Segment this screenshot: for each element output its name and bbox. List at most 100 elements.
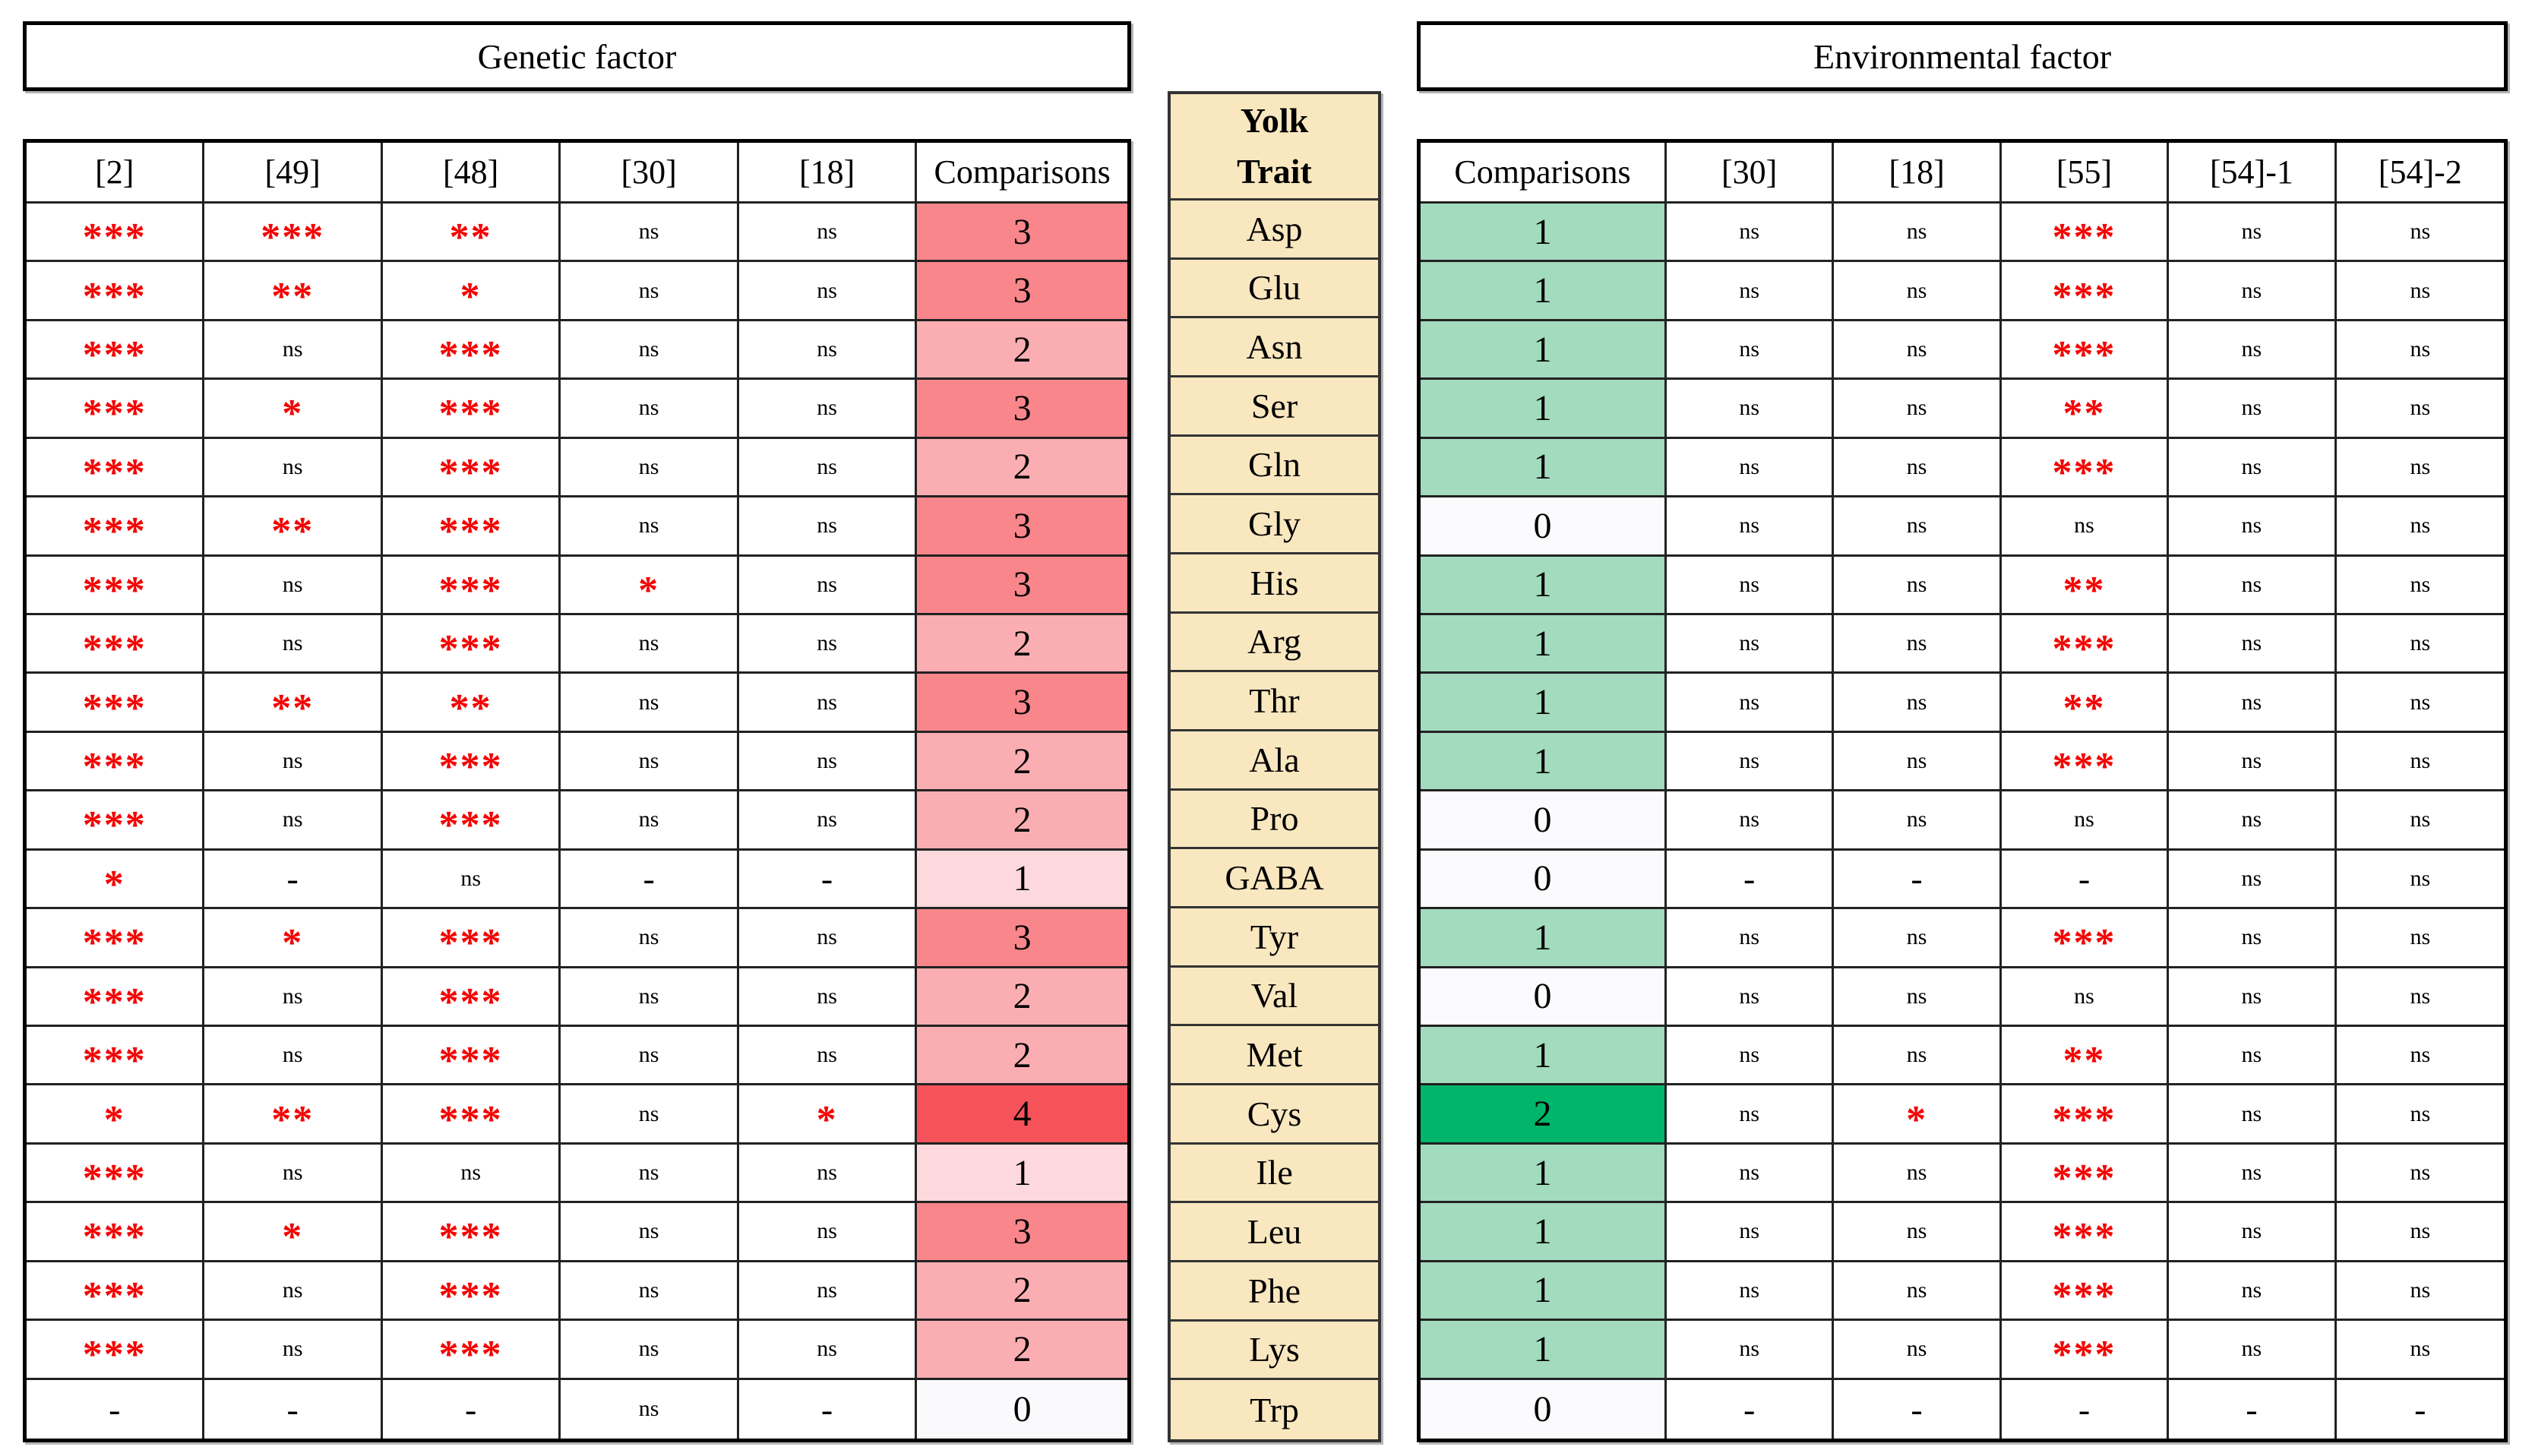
significance-cell: ** — [204, 262, 383, 321]
significance-cell: ns — [1834, 732, 2002, 792]
significance-cell: - — [1666, 1379, 1835, 1439]
significance-cell: *** — [382, 497, 561, 557]
significance-cell: ns — [2169, 556, 2337, 615]
significance-cell: - — [2336, 1379, 2504, 1439]
significance-cell: ** — [2001, 674, 2170, 733]
significance-cell: *** — [382, 791, 561, 851]
column-header: Comparisons — [1421, 143, 1667, 204]
significance-cell: *** — [382, 909, 561, 968]
significance-cell: ns — [1666, 968, 1835, 1027]
significance-cell: ns — [2336, 556, 2504, 615]
significance-cell: ns — [2336, 1144, 2504, 1204]
comparisons-value-cell: 1 — [1421, 321, 1667, 381]
significance-cell: *** — [2001, 1085, 2170, 1145]
significance-cell: *** — [27, 438, 205, 498]
significance-cell: * — [204, 380, 383, 439]
comparisons-value-cell: 0 — [1421, 968, 1667, 1027]
significance-cell: - — [204, 1379, 383, 1439]
significance-cell: ns — [561, 1027, 739, 1086]
significance-cell: ns — [2169, 968, 2337, 1027]
significance-cell: *** — [27, 1027, 205, 1086]
comparisons-value-cell: 2 — [917, 968, 1127, 1027]
significance-cell: *** — [2001, 204, 2170, 263]
significance-cell: *** — [2001, 1262, 2170, 1322]
significance-cell: ns — [738, 438, 918, 498]
significance-cell: *** — [382, 615, 561, 674]
significance-cell: ** — [2001, 1027, 2170, 1086]
comparisons-value-cell: 1 — [1421, 380, 1667, 439]
significance-cell: ns — [1834, 438, 2002, 498]
trait-cell: Asp — [1171, 201, 1378, 260]
significance-cell: ns — [204, 732, 383, 792]
trait-cell: Phe — [1171, 1262, 1378, 1322]
significance-cell: ns — [738, 556, 918, 615]
comparisons-value-cell: 3 — [917, 556, 1127, 615]
significance-cell: ns — [738, 380, 918, 439]
significance-cell: ns — [204, 615, 383, 674]
significance-cell: ns — [2336, 497, 2504, 557]
significance-cell: ns — [2336, 262, 2504, 321]
significance-cell: *** — [382, 1085, 561, 1145]
comparisons-value-cell: 0 — [1421, 497, 1667, 557]
significance-cell: ns — [2169, 732, 2337, 792]
column-header: [48] — [382, 143, 561, 204]
significance-cell: ns — [561, 262, 739, 321]
significance-cell: ns — [561, 968, 739, 1027]
yolk-trait-header-line2: Trait — [1237, 151, 1312, 191]
significance-cell: ns — [1666, 438, 1835, 498]
significance-cell: ns — [204, 1262, 383, 1322]
trait-cell: Val — [1171, 968, 1378, 1027]
significance-cell: ns — [2336, 615, 2504, 674]
trait-cell: Glu — [1171, 260, 1378, 319]
significance-cell: ns — [1834, 674, 2002, 733]
significance-cell: ns — [2169, 204, 2337, 263]
significance-cell: ns — [1834, 262, 2002, 321]
significance-cell: * — [27, 850, 205, 910]
trait-cell: Ser — [1171, 377, 1378, 437]
comparisons-value-cell: 1 — [1421, 204, 1667, 263]
significance-cell: *** — [2001, 262, 2170, 321]
significance-cell: *** — [2001, 321, 2170, 381]
significance-cell: ns — [2336, 438, 2504, 498]
significance-cell: *** — [2001, 732, 2170, 792]
comparisons-value-cell: 2 — [917, 791, 1127, 851]
significance-cell: ns — [561, 1203, 739, 1262]
significance-cell: - — [204, 850, 383, 910]
yolk-trait-header-line1: Yolk — [1240, 100, 1309, 140]
comparisons-value-cell: 1 — [1421, 438, 1667, 498]
significance-cell: ns — [2001, 497, 2170, 557]
significance-cell: ns — [2169, 791, 2337, 851]
trait-cell: His — [1171, 554, 1378, 614]
comparisons-value-cell: 2 — [917, 615, 1127, 674]
significance-cell: ns — [2169, 909, 2337, 968]
significance-cell: *** — [382, 968, 561, 1027]
significance-cell: ns — [1666, 909, 1835, 968]
significance-cell: ns — [738, 968, 918, 1027]
comparisons-value-cell: 2 — [917, 732, 1127, 792]
comparisons-value-cell: 1 — [1421, 615, 1667, 674]
significance-cell: *** — [27, 968, 205, 1027]
significance-cell: ns — [561, 674, 739, 733]
significance-cell: ns — [1834, 968, 2002, 1027]
significance-cell: ns — [382, 850, 561, 910]
significance-cell: *** — [382, 438, 561, 498]
trait-cell: Met — [1171, 1026, 1378, 1085]
environmental-factor-title: Environmental factor — [1417, 21, 2508, 91]
comparisons-value-cell: 2 — [917, 321, 1127, 381]
significance-cell: ns — [204, 1144, 383, 1204]
significance-cell: *** — [27, 615, 205, 674]
significance-cell: ns — [738, 615, 918, 674]
column-header: [30] — [1666, 143, 1835, 204]
significance-cell: ns — [738, 1262, 918, 1322]
significance-cell: ns — [2336, 380, 2504, 439]
significance-cell: ns — [2169, 262, 2337, 321]
significance-cell: * — [204, 1203, 383, 1262]
significance-cell: ns — [738, 732, 918, 792]
trait-cell: Leu — [1171, 1203, 1378, 1262]
trait-cell: Lys — [1171, 1322, 1378, 1381]
significance-cell: ns — [1834, 497, 2002, 557]
significance-cell: *** — [2001, 1203, 2170, 1262]
significance-cell: ns — [2169, 1321, 2337, 1380]
significance-cell: ns — [561, 204, 739, 263]
significance-cell: - — [1834, 1379, 2002, 1439]
